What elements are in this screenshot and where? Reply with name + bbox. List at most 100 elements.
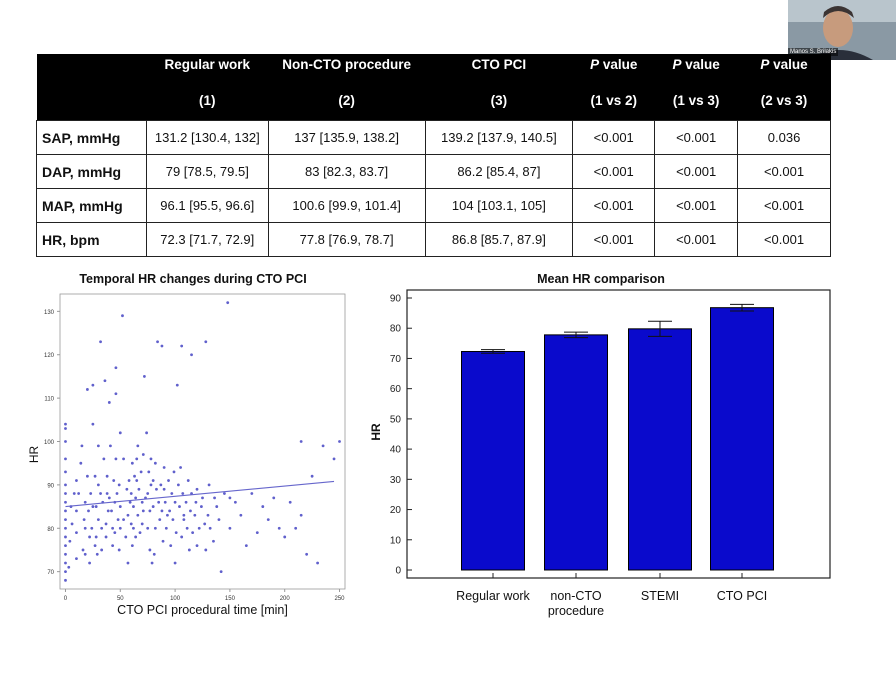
data-point <box>117 483 121 487</box>
data-point <box>155 487 158 491</box>
data-point <box>217 518 221 521</box>
column-header-title: P value <box>760 57 808 72</box>
data-point <box>294 526 298 530</box>
data-point <box>64 561 67 565</box>
data-point <box>158 518 162 521</box>
data-point <box>122 457 125 461</box>
y-tick-label: 120 <box>44 353 55 359</box>
data-point <box>170 492 174 495</box>
category-label: non-CTO <box>550 589 601 603</box>
data-point <box>266 518 270 521</box>
data-point <box>103 379 107 383</box>
column-header-title: Non-CTO procedure <box>282 57 411 72</box>
data-point <box>195 544 199 548</box>
data-point <box>204 340 208 344</box>
data-point <box>146 526 150 530</box>
x-axis-label: CTO PCI procedural time [min] <box>117 603 288 617</box>
column-header <box>36 54 147 121</box>
data-point <box>104 535 108 539</box>
data-point <box>162 466 166 469</box>
data-point <box>187 548 191 552</box>
table-cell: <0.001 <box>737 154 831 189</box>
data-point <box>153 461 157 465</box>
data-point <box>129 492 133 495</box>
data-point <box>106 509 110 513</box>
data-point <box>64 427 67 430</box>
data-point <box>219 570 223 574</box>
data-point <box>171 518 175 521</box>
table-cell: 83 [82.3, 83.7] <box>267 154 426 189</box>
data-point <box>107 401 111 404</box>
column-header-group <box>37 90 147 120</box>
data-point <box>64 483 67 487</box>
data-point <box>96 483 100 487</box>
table-cell: <0.001 <box>654 120 739 155</box>
column-header-group: (1 vs 2) <box>590 93 637 108</box>
data-point <box>239 513 243 517</box>
data-point <box>82 518 86 521</box>
data-point <box>140 522 144 526</box>
data-point <box>299 513 303 517</box>
data-point <box>178 505 181 508</box>
data-point <box>93 474 97 478</box>
x-tick-label: 50 <box>117 596 124 602</box>
y-tick-label: 50 <box>390 414 402 425</box>
column-header: P value (2 vs 3) <box>737 54 831 121</box>
data-point <box>163 500 167 504</box>
table-body: SAP, mmHg 131.2 [130.4, 132] 137 [135.9, 1… <box>36 120 831 257</box>
data-point <box>136 513 140 517</box>
row-label: HR, bpm <box>36 222 147 257</box>
data-point <box>77 492 81 495</box>
bar <box>628 328 692 571</box>
data-point <box>126 513 130 517</box>
data-point <box>81 548 85 552</box>
data-point <box>233 500 237 504</box>
data-point <box>86 474 89 478</box>
data-point <box>64 500 67 504</box>
data-point <box>91 505 95 508</box>
column-header: Non-CTO procedure (2) <box>268 54 425 121</box>
data-point <box>100 548 104 552</box>
data-point <box>64 518 67 521</box>
data-point <box>149 483 153 487</box>
data-point <box>149 457 153 461</box>
data-point <box>72 492 76 495</box>
y-tick-label: 70 <box>47 570 54 576</box>
presenter-webcam: Manos S. Brilakis <box>788 0 896 60</box>
p-symbol: P <box>672 57 682 72</box>
data-point <box>173 561 177 565</box>
data-point <box>182 513 186 517</box>
p-symbol: P <box>760 57 770 72</box>
data-point <box>126 561 130 565</box>
data-point <box>64 470 67 474</box>
data-point <box>208 526 212 530</box>
data-point <box>226 301 230 305</box>
data-point <box>95 552 99 556</box>
y-tick-label: 70 <box>390 354 402 365</box>
data-point <box>105 492 109 495</box>
data-point <box>151 479 155 482</box>
data-point <box>288 500 292 504</box>
data-point <box>151 505 155 508</box>
hemodynamics-table: Regular work (1) Non-CTO procedure (2) CTO P… <box>36 54 831 257</box>
data-point <box>114 366 118 370</box>
data-point <box>141 509 145 513</box>
table-cell: <0.001 <box>572 120 656 155</box>
data-point <box>172 470 176 474</box>
table-cell: 100.6 [99.9, 101.4] <box>267 188 426 223</box>
data-point <box>310 474 314 478</box>
y-tick-label: 100 <box>44 440 55 446</box>
data-point <box>127 479 131 482</box>
table-row: MAP, mmHg 96.1 [95.5, 96.6] 100.6 [99.9, 1… <box>36 188 831 223</box>
data-point <box>305 552 309 556</box>
p-symbol: P <box>590 57 600 72</box>
y-tick-label: 130 <box>44 310 55 316</box>
data-point <box>113 531 117 535</box>
table-cell: 77.8 [76.9, 78.7] <box>267 222 426 257</box>
data-point <box>107 496 111 500</box>
y-tick-label: 40 <box>390 445 402 456</box>
data-point <box>125 487 129 491</box>
data-point <box>140 500 144 504</box>
data-point <box>137 487 141 491</box>
bar-chart-title: Mean HR comparison <box>537 272 665 286</box>
